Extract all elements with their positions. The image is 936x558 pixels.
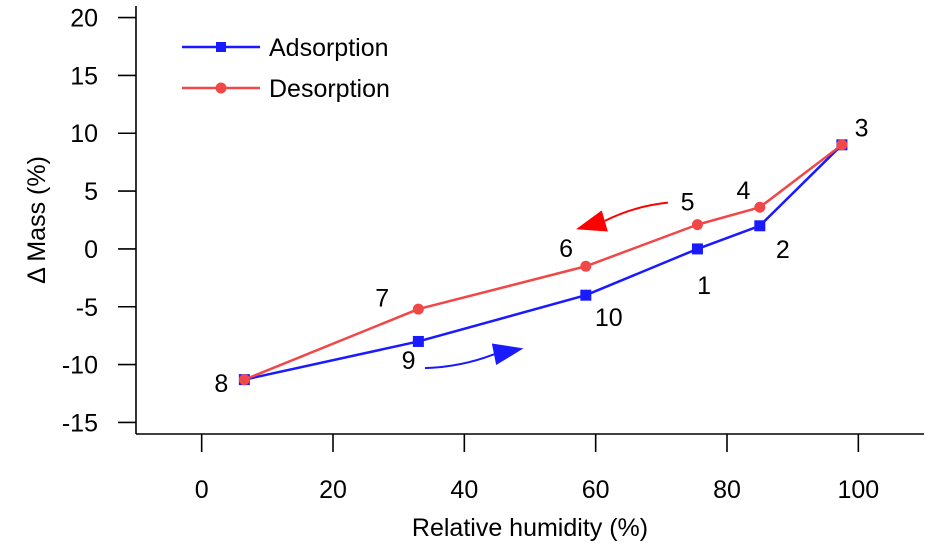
annotations: 1 2 3 4 5 6 7 8 9 10	[214, 114, 868, 398]
desorption-point	[412, 303, 424, 315]
x-tick-label: 100	[837, 476, 879, 504]
point-label: 9	[402, 347, 416, 375]
point-label: 2	[776, 236, 790, 264]
adsorption-point	[580, 289, 592, 301]
point-label: 3	[855, 114, 869, 142]
x-tick-label: 0	[195, 476, 209, 504]
series	[238, 139, 848, 386]
adsorption-point	[754, 220, 766, 232]
y-tick-label: -10	[62, 352, 98, 380]
y-axis-label: Δ Mass (%)	[23, 156, 51, 284]
y-tick-label: 0	[84, 236, 98, 264]
point-label: 4	[736, 177, 750, 205]
y-tick-label: -15	[62, 409, 98, 437]
desorption-point	[836, 139, 848, 151]
point-label: 5	[681, 188, 695, 216]
adsorption-line	[244, 143, 843, 381]
legend-label-desorption: Desorption	[269, 75, 390, 103]
legend-marker-adsorption	[216, 42, 226, 52]
desorption-line	[243, 143, 843, 381]
desorption-point	[580, 260, 592, 272]
x-tick-label: 80	[713, 476, 741, 504]
desorption-point	[754, 201, 766, 213]
x-tick-label: 60	[582, 476, 610, 504]
desorption-point	[691, 219, 703, 231]
x-axis-label: Relative humidity (%)	[412, 514, 648, 542]
y-tick-label: 10	[70, 120, 98, 148]
legend: Adsorption Desorption	[182, 34, 390, 103]
point-label: 8	[214, 370, 228, 398]
legend-marker-desorption	[215, 82, 227, 94]
point-label: 6	[559, 235, 573, 263]
adsorption-direction-arrow-head	[491, 343, 524, 366]
x-tick-label: 20	[319, 476, 347, 504]
axes	[135, 6, 924, 435]
point-label: 7	[375, 285, 389, 313]
desorption-point	[238, 374, 250, 386]
desorption-direction-arrow-head	[575, 210, 608, 232]
y-tick-label: 20	[70, 5, 98, 33]
legend-label-adsorption: Adsorption	[269, 34, 389, 62]
point-label: 10	[595, 304, 623, 332]
y-tick-label: -5	[76, 294, 98, 322]
y-tick-label: 15	[70, 62, 98, 90]
adsorption-point	[412, 335, 424, 347]
y-tick-label: 5	[84, 178, 98, 206]
point-label: 1	[697, 272, 711, 300]
adsorption-point	[691, 243, 703, 255]
adsorption-direction-arrow-shaft	[424, 353, 495, 370]
desorption-direction-arrow-shaft	[604, 201, 669, 222]
x-tick-label: 40	[450, 476, 478, 504]
